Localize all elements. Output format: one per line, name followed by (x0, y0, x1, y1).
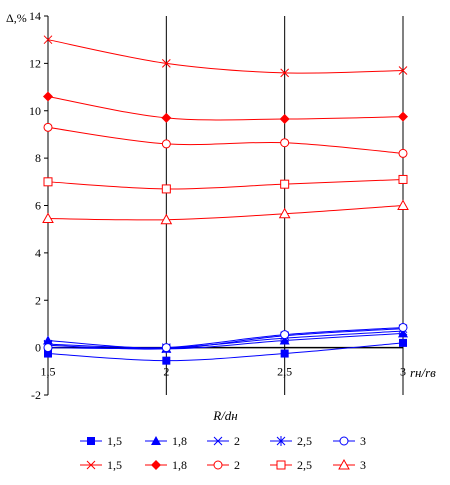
series-red-2-5 (43, 174, 408, 194)
series-blue-3 (43, 322, 408, 353)
y-tick-label: -2 (31, 388, 41, 402)
data-point (278, 207, 291, 219)
data-point (161, 343, 171, 353)
y-tick-label: 12 (29, 56, 41, 70)
legend-marker (339, 436, 349, 446)
y-tick-label: 8 (35, 151, 41, 165)
y-tick-label: 14 (29, 9, 41, 23)
legend-item: 1,8 (145, 458, 187, 472)
series-red-1-5 (43, 35, 408, 78)
x-axis-ticks: 1,5 2 2,5 3 (41, 347, 406, 379)
data-point (398, 322, 408, 332)
series-blue-1-5 (44, 338, 407, 365)
y-tick-label: 6 (35, 199, 41, 213)
legend-marker (276, 436, 286, 446)
data-point (161, 184, 171, 194)
data-point (398, 66, 408, 75)
data-point (43, 122, 53, 132)
legend-label: 2 (234, 434, 240, 448)
data-point (161, 139, 171, 149)
data-point (280, 138, 290, 148)
y-axis-ticks: -2 0 2 4 6 8 10 12 14 (29, 9, 48, 402)
x-axis-label: R/dн (212, 408, 238, 423)
series-layer (42, 35, 409, 365)
data-point (42, 212, 54, 224)
data-point (398, 148, 408, 158)
y-tick-label: 0 (35, 341, 41, 355)
series-line (47, 96, 404, 121)
legend-marker (151, 436, 161, 445)
series-line (47, 39, 404, 74)
data-point (43, 177, 53, 187)
legend-label: 2,5 (297, 458, 312, 472)
data-point (161, 59, 171, 68)
series-line (47, 330, 404, 349)
x-tick-label: 2,5 (277, 365, 292, 379)
series-red-1-8 (43, 91, 408, 125)
y-tick-label: 10 (29, 104, 41, 118)
data-point (397, 199, 409, 210)
y-axis-label: Δ,% (6, 11, 27, 25)
series-red-2 (43, 122, 408, 158)
series-blue-2-5 (43, 323, 408, 354)
legend-marker (86, 460, 96, 470)
legend-item: 3 (333, 458, 366, 472)
series-line (47, 326, 404, 350)
axes (47, 16, 403, 395)
legend-label: 1,5 (107, 458, 122, 472)
legend-label: 3 (360, 434, 366, 448)
x-tick-label: 2 (163, 365, 169, 379)
data-point (398, 111, 408, 122)
data-point (43, 35, 53, 45)
series-line (47, 205, 404, 221)
data-point (280, 330, 290, 340)
legend-marker (87, 437, 95, 445)
series-line (47, 332, 404, 350)
legend-item: 2 (207, 434, 240, 448)
legend-label: 2,5 (297, 434, 312, 448)
series-red-3 (42, 199, 409, 225)
legend-item: 3 (333, 434, 366, 448)
data-point (162, 356, 171, 365)
x-axis-end-label: rн/rв (410, 365, 436, 380)
legend-marker (213, 460, 223, 470)
x-tick-label: 3 (400, 365, 406, 379)
y-tick-label: 2 (35, 293, 41, 307)
data-point (43, 91, 53, 102)
data-point (280, 68, 290, 78)
data-point (280, 349, 289, 358)
series-line (47, 178, 404, 190)
legend: 1,5 1,8 2 2,5 3 1,5 1,8 2 2,5 3 (80, 434, 366, 472)
series-line (47, 126, 404, 154)
legend-item: 2 (207, 458, 240, 472)
series-line (47, 342, 404, 362)
legend-label: 3 (360, 458, 366, 472)
data-point (279, 114, 290, 125)
y-tick-label: 4 (35, 246, 41, 260)
data-point (43, 343, 53, 353)
series-line (47, 328, 404, 350)
legend-marker (151, 460, 161, 470)
x-tick-label: 1,5 (41, 365, 56, 379)
data-point (280, 179, 290, 189)
legend-item: 1,8 (145, 434, 187, 448)
legend-item: 1,5 (80, 458, 122, 472)
legend-item: 2,5 (270, 434, 312, 448)
legend-marker (276, 460, 286, 470)
legend-item: 1,5 (80, 434, 122, 448)
legend-label: 1,8 (172, 434, 187, 448)
legend-marker (213, 436, 223, 446)
data-point (399, 338, 407, 347)
legend-label: 1,5 (107, 434, 122, 448)
data-point (160, 213, 173, 225)
series-blue-1-8 (43, 328, 408, 353)
legend-marker (338, 458, 350, 470)
data-point (398, 174, 408, 184)
legend-item: 2,5 (270, 458, 312, 472)
legend-label: 2 (234, 458, 240, 472)
data-point (161, 112, 172, 123)
legend-label: 1,8 (172, 458, 187, 472)
data-point (44, 349, 52, 358)
